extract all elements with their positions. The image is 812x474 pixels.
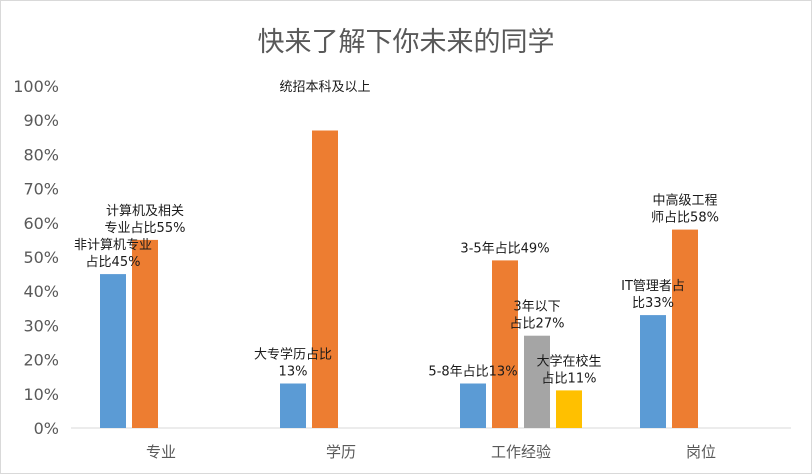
y-tick-label: 100% xyxy=(13,77,59,96)
y-tick-label: 80% xyxy=(23,145,59,164)
category-label: 专业 xyxy=(146,443,176,461)
y-tick-label: 0% xyxy=(34,419,59,438)
category-label: 岗位 xyxy=(686,443,716,461)
data-label: 占比45% xyxy=(86,255,141,270)
data-label: 统招本科及以上 xyxy=(279,80,370,95)
bar xyxy=(492,260,518,428)
bar xyxy=(100,274,126,428)
bar xyxy=(460,383,486,428)
y-tick-label: 70% xyxy=(23,180,59,199)
y-tick-label: 10% xyxy=(23,385,59,404)
bar xyxy=(556,390,582,428)
y-tick-label: 60% xyxy=(23,214,59,233)
chart-title: 快来了解下你未来的同学 xyxy=(258,27,555,58)
y-tick-label: 90% xyxy=(23,111,59,130)
data-label: 5-8年占比13% xyxy=(428,365,517,380)
data-label: 占比11% xyxy=(542,371,597,386)
bar xyxy=(672,229,698,428)
data-label: 比33% xyxy=(632,296,674,311)
bar xyxy=(640,315,666,428)
data-label: 专业占比55% xyxy=(105,221,186,236)
data-label: 计算机及相关 xyxy=(106,204,184,219)
data-label: 师占比58% xyxy=(651,211,719,226)
bar xyxy=(280,383,306,428)
bars xyxy=(100,130,698,428)
category-label: 工作经验 xyxy=(491,443,551,461)
y-tick-label: 50% xyxy=(23,248,59,267)
data-label: 大专学历占比 xyxy=(254,347,332,363)
y-tick-label: 20% xyxy=(23,351,59,370)
data-label: 占比27% xyxy=(510,317,565,332)
category-label: 学历 xyxy=(326,443,356,461)
bar xyxy=(132,239,158,428)
y-tick-label: 40% xyxy=(23,282,59,301)
data-label: 3年以下 xyxy=(513,300,560,315)
data-label: 中高级工程 xyxy=(652,193,717,209)
data-label: 13% xyxy=(279,365,308,380)
y-tick-label: 30% xyxy=(23,316,59,335)
data-label: IT管理者占 xyxy=(621,279,685,294)
data-label: 3-5年占比49% xyxy=(460,241,549,256)
bar xyxy=(524,335,550,428)
bar xyxy=(312,130,338,428)
data-label: 大学在校生 xyxy=(536,353,601,369)
data-label: 非计算机专业 xyxy=(74,238,152,253)
axes: 0% 10% 20% 30% 40% 50% 60% 70% 80% 90% 100% 专业 学历 工作经… xyxy=(13,77,791,461)
